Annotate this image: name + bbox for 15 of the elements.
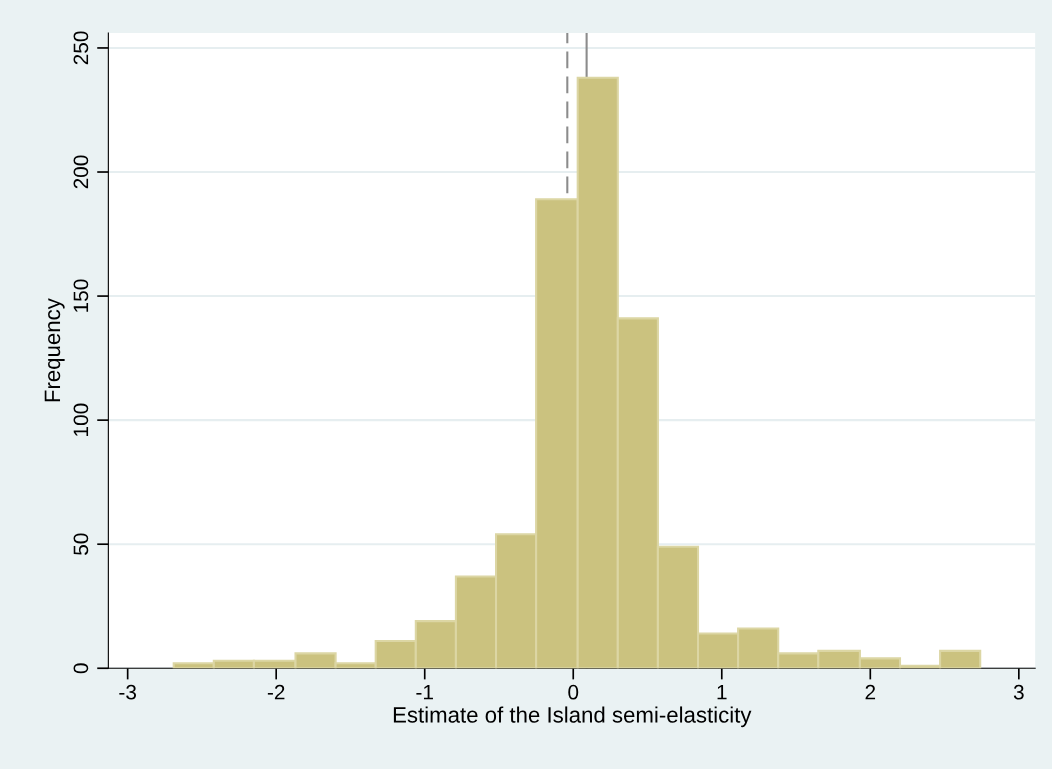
- x-tick-label: 1: [717, 685, 727, 700]
- x-tick-label: 2: [865, 684, 876, 700]
- x-tick-label: 3: [1013, 684, 1024, 700]
- x-tick-label: -1: [416, 685, 433, 700]
- y-tick-label: 250: [73, 31, 89, 65]
- y-tick-label: 0: [73, 663, 89, 674]
- y-tick-label: 200: [73, 155, 89, 189]
- x-tick-label: -3: [119, 684, 137, 700]
- x-axis-title: Estimate of the Island semi-elasticity: [393, 706, 752, 728]
- y-tick-label: 150: [73, 279, 89, 312]
- x-tick-label: -2: [267, 684, 285, 700]
- y-tick-label: 100: [73, 403, 89, 436]
- y-tick-label: 50: [73, 533, 89, 555]
- x-tick-label: 0: [568, 684, 579, 700]
- y-axis-title: Frequency: [44, 298, 65, 402]
